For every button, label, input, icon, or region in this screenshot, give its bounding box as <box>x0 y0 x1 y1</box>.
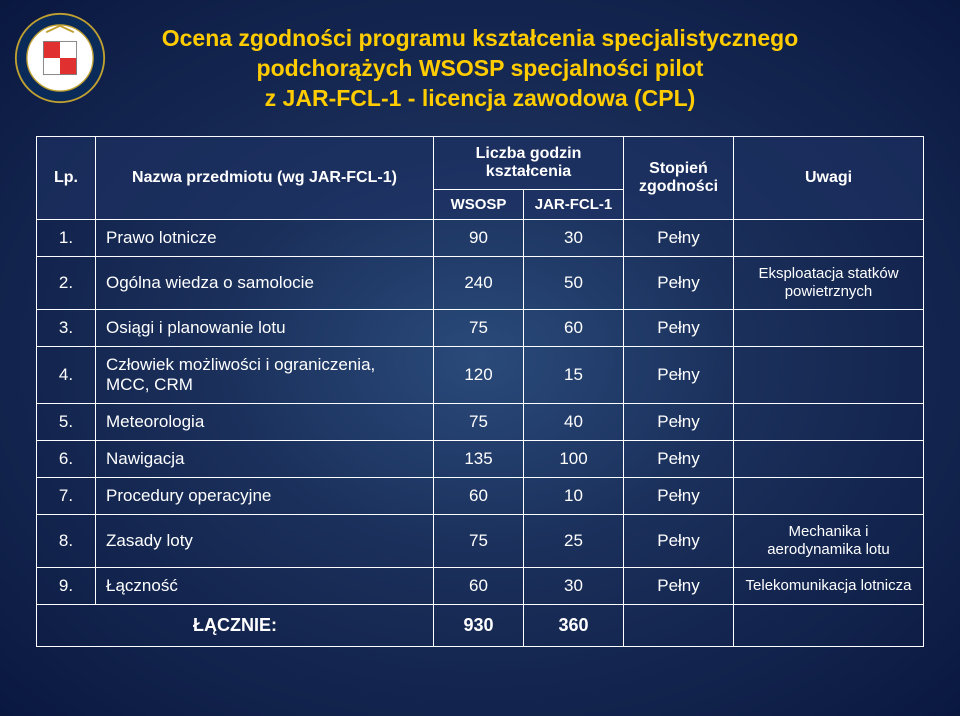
table-body: 1.Prawo lotnicze9030Pełny2.Ogólna wiedza… <box>37 219 924 604</box>
cell-name: Zasady loty <box>96 514 434 567</box>
cell-compliance: Pełny <box>624 219 734 256</box>
cell-wsosp: 75 <box>434 309 524 346</box>
table-row: 6.Nawigacja135100Pełny <box>37 440 924 477</box>
cell-lp: 9. <box>37 567 96 604</box>
cell-name: Łączność <box>96 567 434 604</box>
table-row: 2.Ogólna wiedza o samolocie24050PełnyEks… <box>37 256 924 309</box>
total-wsosp: 930 <box>434 604 524 646</box>
cell-note <box>734 440 924 477</box>
cell-jar: 100 <box>524 440 624 477</box>
cell-jar: 10 <box>524 477 624 514</box>
cell-compliance: Pełny <box>624 514 734 567</box>
cell-lp: 7. <box>37 477 96 514</box>
col-jar: JAR-FCL-1 <box>524 189 624 219</box>
cell-wsosp: 135 <box>434 440 524 477</box>
cell-jar: 60 <box>524 309 624 346</box>
title-line: Ocena zgodności programu kształcenia spe… <box>162 25 799 51</box>
cell-lp: 8. <box>37 514 96 567</box>
table-row: 3.Osiągi i planowanie lotu7560Pełny <box>37 309 924 346</box>
cell-name: Człowiek możliwości i ograniczenia, MCC,… <box>96 346 434 403</box>
cell-lp: 5. <box>37 403 96 440</box>
cell-jar: 30 <box>524 219 624 256</box>
cell-name: Nawigacja <box>96 440 434 477</box>
slide: Ocena zgodności programu kształcenia spe… <box>0 0 960 716</box>
col-wsosp: WSOSP <box>434 189 524 219</box>
table-row: 4.Człowiek możliwości i ograniczenia, MC… <box>37 346 924 403</box>
table-row: 5.Meteorologia7540Pełny <box>37 403 924 440</box>
total-label: ŁĄCZNIE: <box>37 604 434 646</box>
cell-compliance: Pełny <box>624 346 734 403</box>
cell-compliance: Pełny <box>624 256 734 309</box>
cell-name: Osiągi i planowanie lotu <box>96 309 434 346</box>
total-empty <box>624 604 734 646</box>
cell-note: Mechanika i aerodynamika lotu <box>734 514 924 567</box>
cell-compliance: Pełny <box>624 403 734 440</box>
cell-wsosp: 60 <box>434 567 524 604</box>
cell-note <box>734 477 924 514</box>
cell-lp: 1. <box>37 219 96 256</box>
cell-wsosp: 75 <box>434 403 524 440</box>
cell-jar: 25 <box>524 514 624 567</box>
total-jar: 360 <box>524 604 624 646</box>
cell-jar: 40 <box>524 403 624 440</box>
cell-compliance: Pełny <box>624 567 734 604</box>
cell-wsosp: 120 <box>434 346 524 403</box>
cell-wsosp: 75 <box>434 514 524 567</box>
cell-compliance: Pełny <box>624 440 734 477</box>
cell-jar: 30 <box>524 567 624 604</box>
total-empty <box>734 604 924 646</box>
cell-name: Ogólna wiedza o samolocie <box>96 256 434 309</box>
cell-compliance: Pełny <box>624 477 734 514</box>
title-line: podchorążych WSOSP specjalności pilot <box>257 55 704 81</box>
cell-name: Prawo lotnicze <box>96 219 434 256</box>
cell-lp: 4. <box>37 346 96 403</box>
cell-lp: 6. <box>37 440 96 477</box>
cell-name: Meteorologia <box>96 403 434 440</box>
cell-note: Telekomunikacja lotnicza <box>734 567 924 604</box>
table-row: 9.Łączność6030PełnyTelekomunikacja lotni… <box>37 567 924 604</box>
cell-jar: 15 <box>524 346 624 403</box>
cell-note <box>734 219 924 256</box>
cell-lp: 2. <box>37 256 96 309</box>
cell-note: Eksploatacja statków powietrznych <box>734 256 924 309</box>
col-name: Nazwa przedmiotu (wg JAR-FCL-1) <box>96 136 434 219</box>
col-notes: Uwagi <box>734 136 924 219</box>
cell-compliance: Pełny <box>624 309 734 346</box>
slide-title: Ocena zgodności programu kształcenia spe… <box>120 24 840 114</box>
table-row: 7.Procedury operacyjne6010Pełny <box>37 477 924 514</box>
compliance-table: Lp. Nazwa przedmiotu (wg JAR-FCL-1) Licz… <box>36 136 924 647</box>
title-line: z JAR-FCL-1 - licencja zawodowa (CPL) <box>265 85 696 111</box>
cell-jar: 50 <box>524 256 624 309</box>
cell-name: Procedury operacyjne <box>96 477 434 514</box>
cell-note <box>734 403 924 440</box>
cell-wsosp: 240 <box>434 256 524 309</box>
col-compliance: Stopień zgodności <box>624 136 734 219</box>
col-hours: Liczba godzin kształcenia <box>434 136 624 189</box>
cell-note <box>734 309 924 346</box>
table-row: 1.Prawo lotnicze9030Pełny <box>37 219 924 256</box>
cell-wsosp: 60 <box>434 477 524 514</box>
cell-lp: 3. <box>37 309 96 346</box>
col-lp: Lp. <box>37 136 96 219</box>
cell-wsosp: 90 <box>434 219 524 256</box>
institution-logo <box>14 12 106 104</box>
table-row: 8.Zasady loty7525PełnyMechanika i aerody… <box>37 514 924 567</box>
cell-note <box>734 346 924 403</box>
